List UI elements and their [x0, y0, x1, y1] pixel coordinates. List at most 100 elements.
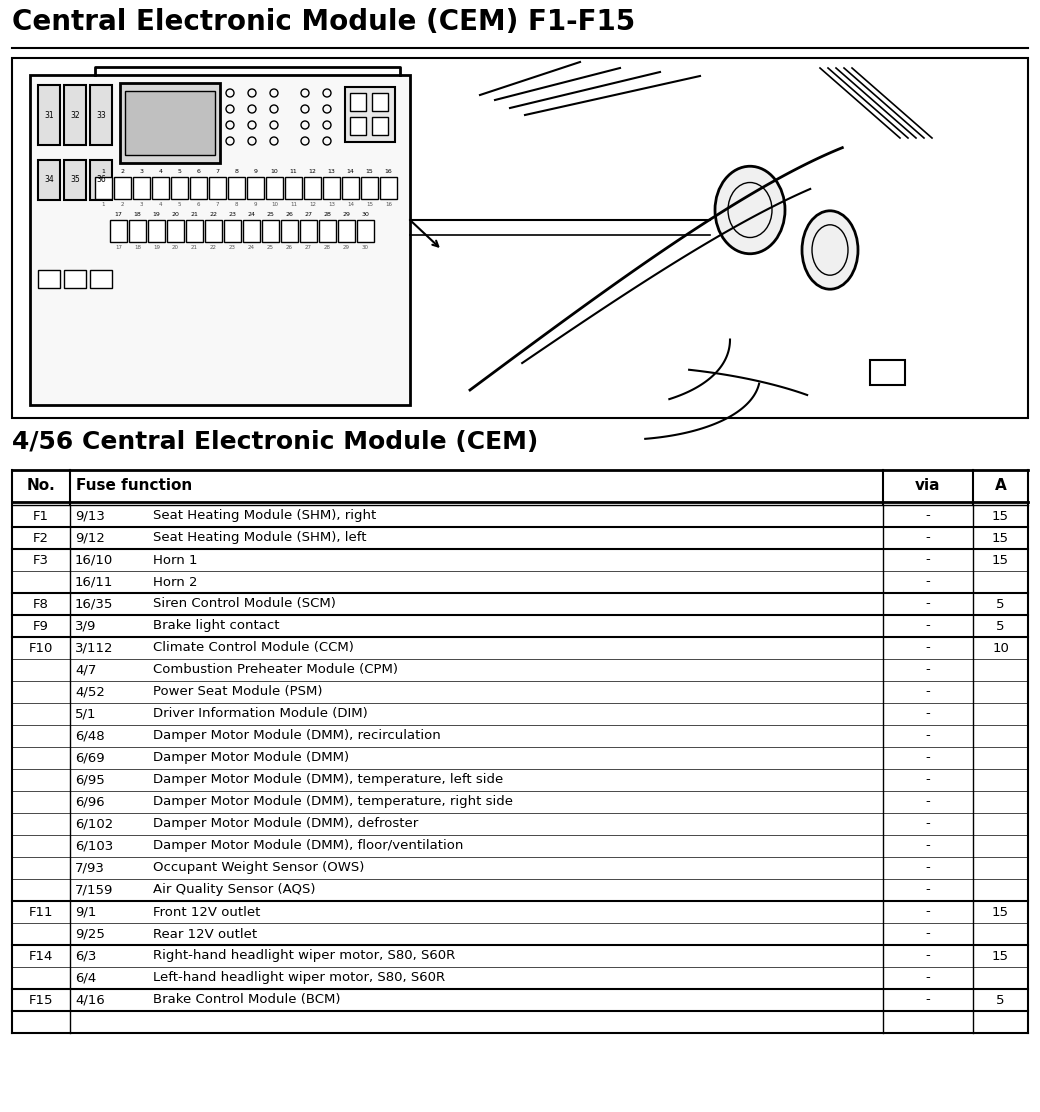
Text: Occupant Weight Sensor (OWS): Occupant Weight Sensor (OWS) — [153, 862, 364, 874]
Bar — [304, 177, 321, 199]
Text: -: - — [926, 884, 931, 896]
Text: -: - — [926, 619, 931, 633]
Text: 1: 1 — [102, 169, 105, 173]
Bar — [114, 177, 131, 199]
Text: 19: 19 — [153, 212, 160, 217]
Text: Damper Motor Module (DMM): Damper Motor Module (DMM) — [153, 752, 349, 765]
Bar — [38, 160, 60, 200]
Text: 3/9: 3/9 — [75, 619, 97, 633]
Text: 4/52: 4/52 — [75, 685, 105, 698]
Text: 5/1: 5/1 — [75, 707, 97, 721]
Text: -: - — [926, 993, 931, 1006]
Text: Driver Information Module (DIM): Driver Information Module (DIM) — [153, 707, 368, 721]
Text: -: - — [926, 972, 931, 984]
Text: F10: F10 — [29, 642, 53, 655]
Text: F3: F3 — [33, 554, 49, 566]
Text: 35: 35 — [70, 176, 80, 185]
Bar — [300, 220, 317, 242]
Text: 4: 4 — [159, 202, 162, 207]
Text: 20: 20 — [172, 212, 180, 217]
Text: 15: 15 — [992, 532, 1009, 545]
Bar — [64, 85, 86, 145]
Text: 13: 13 — [328, 202, 335, 207]
Bar — [12, 470, 1028, 502]
Text: 25: 25 — [267, 245, 274, 250]
Bar — [342, 177, 359, 199]
Bar — [190, 177, 207, 199]
Text: 4/16: 4/16 — [75, 993, 105, 1006]
Text: 12: 12 — [309, 169, 316, 173]
Text: F14: F14 — [29, 950, 53, 963]
Text: -: - — [926, 840, 931, 853]
Text: 6: 6 — [197, 202, 201, 207]
Text: Power Seat Module (PSM): Power Seat Module (PSM) — [153, 685, 322, 698]
Text: 4/56 Central Electronic Module (CEM): 4/56 Central Electronic Module (CEM) — [12, 430, 539, 454]
Text: -: - — [926, 795, 931, 808]
Text: -: - — [926, 927, 931, 941]
Bar — [30, 75, 410, 405]
Text: 15: 15 — [992, 950, 1009, 963]
Ellipse shape — [728, 182, 772, 238]
Text: Damper Motor Module (DMM), temperature, right side: Damper Motor Module (DMM), temperature, … — [153, 795, 513, 808]
Text: -: - — [926, 685, 931, 698]
Text: 30: 30 — [362, 212, 369, 217]
Text: 7: 7 — [215, 169, 219, 173]
Text: 4/7: 4/7 — [75, 664, 97, 676]
Text: 22: 22 — [209, 212, 217, 217]
Text: 7/159: 7/159 — [75, 884, 113, 896]
Bar — [90, 85, 112, 145]
Bar — [152, 177, 168, 199]
Text: Fuse function: Fuse function — [76, 478, 192, 494]
Bar — [90, 160, 112, 200]
Bar — [338, 220, 355, 242]
Text: Brake light contact: Brake light contact — [153, 619, 280, 633]
Bar — [186, 220, 203, 242]
Text: 3/112: 3/112 — [75, 642, 113, 655]
Text: 9/25: 9/25 — [75, 927, 105, 941]
Text: 17: 17 — [114, 212, 123, 217]
Bar — [357, 220, 374, 242]
Text: 23: 23 — [229, 245, 236, 250]
Text: Front 12V outlet: Front 12V outlet — [153, 905, 260, 919]
Text: 10: 10 — [271, 202, 278, 207]
Text: 9/12: 9/12 — [75, 532, 105, 545]
Text: Horn 1: Horn 1 — [153, 554, 198, 566]
Text: -: - — [926, 729, 931, 743]
Text: 28: 28 — [324, 245, 331, 250]
Text: 5: 5 — [996, 619, 1005, 633]
Text: 30: 30 — [362, 245, 369, 250]
Text: F11: F11 — [29, 905, 53, 919]
Text: 7: 7 — [215, 202, 219, 207]
Text: Seat Heating Module (SHM), left: Seat Heating Module (SHM), left — [153, 532, 366, 545]
Text: 20: 20 — [172, 245, 179, 250]
Bar — [209, 177, 226, 199]
Text: Rear 12V outlet: Rear 12V outlet — [153, 927, 257, 941]
Text: Brake Control Module (BCM): Brake Control Module (BCM) — [153, 993, 340, 1006]
Text: No.: No. — [27, 478, 55, 494]
Text: F15: F15 — [29, 993, 53, 1006]
Text: 2: 2 — [121, 202, 124, 207]
Text: Climate Control Module (CCM): Climate Control Module (CCM) — [153, 642, 354, 655]
Text: 6/48: 6/48 — [75, 729, 105, 743]
Text: 8: 8 — [235, 202, 238, 207]
Bar — [281, 220, 298, 242]
Text: 9: 9 — [254, 169, 258, 173]
Text: 16: 16 — [385, 202, 392, 207]
Text: 36: 36 — [96, 176, 106, 185]
Text: 15: 15 — [992, 509, 1009, 523]
Text: -: - — [926, 576, 931, 588]
Text: 3: 3 — [139, 169, 144, 173]
Bar — [90, 270, 112, 288]
Text: 6: 6 — [197, 169, 201, 173]
Text: F9: F9 — [33, 619, 49, 633]
Text: 13: 13 — [328, 169, 336, 173]
Text: Left-hand headlight wiper motor, S80, S60R: Left-hand headlight wiper motor, S80, S6… — [153, 972, 445, 984]
Text: 5: 5 — [996, 993, 1005, 1006]
Text: 16: 16 — [385, 169, 392, 173]
Bar — [95, 177, 112, 199]
Text: 18: 18 — [134, 245, 141, 250]
Bar — [266, 177, 283, 199]
Text: -: - — [926, 532, 931, 545]
Bar — [148, 220, 165, 242]
Text: Damper Motor Module (DMM), temperature, left side: Damper Motor Module (DMM), temperature, … — [153, 774, 503, 786]
